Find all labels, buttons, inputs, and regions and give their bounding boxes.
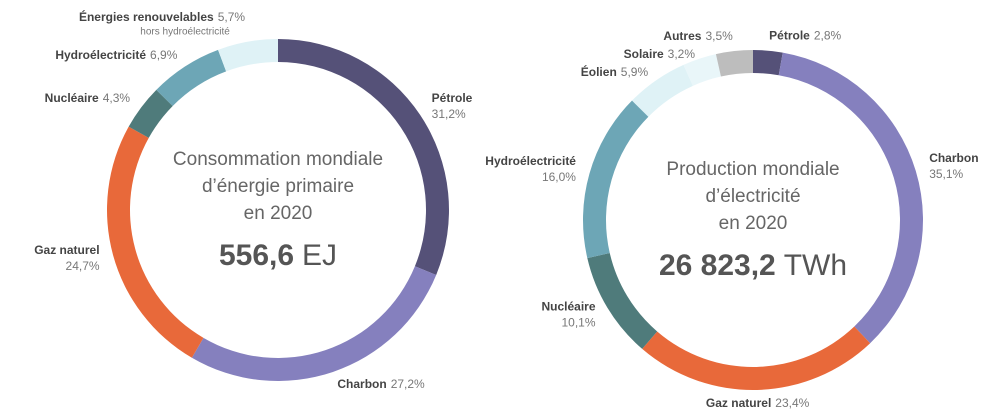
total-unit: EJ [302, 239, 337, 272]
center-title: Consommation mondiale [173, 149, 383, 170]
donut-slice [587, 252, 658, 349]
slice-annotation: hors hydroélectricité [140, 27, 230, 38]
slice-label-name: Éolien [581, 64, 617, 79]
slice-label-value: 3,5% [705, 29, 733, 43]
slice-label-value: 5,7% [218, 10, 246, 24]
donut-slice [583, 100, 649, 259]
slice-label-value: 2,8% [814, 29, 842, 43]
slice-label-name: Énergies renouvelables [79, 9, 214, 24]
donut-slice [715, 50, 753, 77]
slice-label: Solaire 3,2% [624, 47, 696, 61]
slice-label-value: 6,9% [150, 48, 178, 62]
slice-label-value: 35,1% [929, 167, 963, 181]
slice-label-value: 23,4% [775, 396, 809, 410]
slice-label-value: 27,2% [391, 377, 425, 391]
slice-label-name: Nucléaire [45, 91, 99, 105]
slice-label-value: 24,7% [66, 259, 100, 273]
slice-label: Autres 3,5% [663, 29, 733, 43]
slice-label: Hydroélectricité 6,9% [55, 48, 177, 62]
donut-slice [753, 50, 783, 76]
total-unit: TWh [784, 249, 847, 282]
slice-label: Charbon 27,2% [337, 377, 425, 391]
center-title: en 2020 [244, 203, 313, 224]
slice-label-name: Hydroélectricité [55, 48, 146, 62]
slice-label-name: Gaz naturel [34, 243, 99, 257]
slice-label-name: Pétrole [432, 91, 473, 105]
total-value: 26 823,2 [659, 249, 776, 282]
center-title: d’énergie primaire [202, 176, 354, 197]
donut-slice [278, 39, 450, 275]
donut-slice [218, 39, 278, 72]
slice-label-name: Solaire [624, 47, 664, 61]
slice-label-name: Autres [663, 29, 701, 43]
center-title: en 2020 [719, 213, 788, 234]
donut-slice [191, 266, 437, 382]
slice-label-value: 16,0% [542, 170, 576, 184]
center-total: 556,6 EJ [219, 239, 337, 272]
donut-slice [778, 52, 924, 344]
center-title: d’électricité [705, 186, 800, 207]
slice-label: Gaz naturel 23,4% [706, 396, 810, 410]
slice-label-name: Hydroélectricité [485, 154, 576, 168]
donut-slice [642, 326, 871, 390]
slice-label-value: 5,9% [621, 65, 649, 79]
center-total: 26 823,2 TWh [659, 249, 847, 282]
donut-slice [156, 49, 227, 107]
donut-slice [683, 54, 721, 86]
slice-label: Éolien 5,9% [581, 64, 649, 79]
donut-slice [128, 89, 173, 138]
slice-label-value: 31,2% [432, 107, 466, 121]
slice-label-value: 4,3% [103, 91, 131, 105]
slice-label: Pétrole 2,8% [769, 29, 841, 43]
donut-slice [106, 126, 204, 358]
slice-label-name: Charbon [337, 377, 386, 391]
slice-label: Nucléaire 4,3% [45, 91, 131, 105]
slice-label-value: 3,2% [668, 47, 696, 61]
total-value: 556,6 [219, 239, 294, 272]
slice-label-name: Charbon [929, 151, 978, 165]
slice-label: Énergies renouvelables 5,7% [79, 9, 245, 24]
donut-slice [632, 64, 693, 117]
slice-label-name: Gaz naturel [706, 396, 771, 410]
slice-label-name: Pétrole [769, 29, 810, 43]
center-title: Production mondiale [666, 159, 839, 180]
slice-label-name: Nucléaire [541, 299, 595, 313]
slice-label-value: 10,1% [561, 315, 595, 329]
